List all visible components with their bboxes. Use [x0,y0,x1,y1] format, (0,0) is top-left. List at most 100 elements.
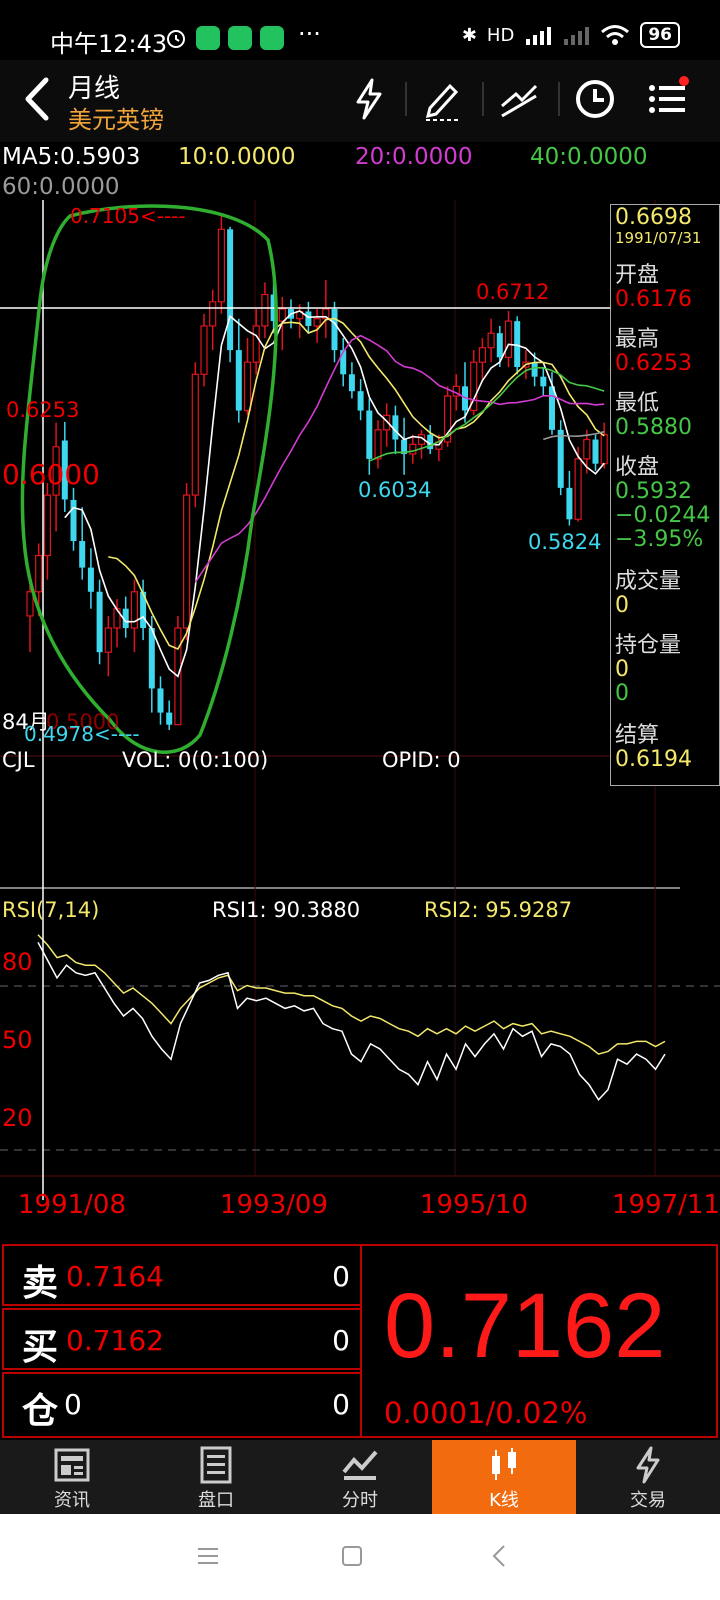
top-toolbar: 月线 美元英镑 [0,60,720,142]
candle-body [157,688,164,713]
wifi-icon [601,25,630,45]
kline-chart[interactable] [0,196,720,1228]
annotation-ellipse [20,204,278,754]
sell-row[interactable]: 卖 0.7164 0 [2,1244,360,1306]
info-volume-value: 0 [615,593,629,618]
tab-kline[interactable]: K线 [432,1440,576,1514]
shield-app-icon [196,26,220,50]
ma20-line [194,334,605,583]
clock-icon[interactable] [572,76,618,122]
ma5-line [64,310,605,678]
ma40-line [368,366,605,462]
opid-value: OPID: 0 [382,748,461,772]
ma20-value: 20:0.0000 [355,144,473,170]
tab-intraday-label: 分时 [342,1490,378,1511]
moving-average-legend: MA5:0.5903 10:0.0000 20:0.0000 40:0.0000… [0,142,720,202]
ma10-line [108,317,605,651]
price-level-label: 0.6253 [6,398,80,422]
alarm-icon [167,30,185,48]
candle-body [122,608,129,629]
candle-body [401,439,408,455]
info-open-value: 0.6176 [615,287,692,312]
candle-body [496,333,503,358]
tab-intraday[interactable]: 分时 [288,1440,432,1514]
candle-body [35,554,43,593]
recent-apps-icon[interactable] [188,1536,228,1576]
ma5-value: MA5:0.5903 [2,144,141,170]
candle-body [514,321,521,368]
indicator-lines-icon[interactable] [496,76,542,122]
crosshair-info-panel: 0.6698 1991/07/31 开盘 0.6176 最高 0.6253 最低… [610,204,720,786]
candle-body [374,429,382,460]
info-price: 0.6698 [615,205,692,230]
system-nav-bar [0,1514,720,1600]
candle-body [209,301,217,327]
candle-body [278,308,286,322]
candle-body [104,627,112,653]
position-row: 仓 0 0 [2,1372,360,1438]
info-oi-value-2: 0 [615,681,629,706]
lightning-icon[interactable] [346,76,392,122]
candle-body [305,311,312,326]
tab-news[interactable]: 资讯 [0,1440,144,1514]
info-settle-label: 结算 [615,723,660,748]
rsi-title[interactable]: RSI(7,14) [2,898,100,922]
back-arrow-icon[interactable] [18,74,58,124]
signal-hd: HD [486,24,515,46]
candle-body [557,429,564,488]
chart-period[interactable]: 月线 [68,74,121,104]
candle-body [331,309,338,351]
last-price-box: 0.7162 0.0001/0.02% [360,1244,718,1438]
candle-body [470,361,478,412]
status-time: 中午12:43 [50,30,168,58]
info-volume-label: 成交量 [615,569,682,594]
trade-icon [636,1446,660,1484]
candle-body [166,712,173,725]
last-price: 0.7162 [384,1275,666,1377]
rsi-level-20: 20 [2,1104,33,1132]
sell-qty: 0 [332,1260,350,1293]
sell-price: 0.7164 [66,1260,164,1293]
candle-body [200,325,208,375]
rsi1-value: RSI1: 90.3880 [212,898,361,922]
candle-body [243,361,252,412]
more-notifications: ··· [298,20,321,48]
position-label: 仓 [22,1391,59,1432]
battery-level: 96 [640,22,680,48]
back-icon[interactable] [480,1536,520,1576]
candle-body [592,439,599,464]
info-close-label: 收盘 [615,455,660,480]
candle-body [462,386,468,411]
wechat-icon-2 [260,26,284,50]
tab-order-book[interactable]: 盘口 [144,1440,288,1514]
candle-body [549,386,555,430]
tab-order-book-label: 盘口 [198,1490,234,1511]
swing-low-label: 0.6034 [358,478,432,502]
buy-row[interactable]: 买 0.7162 0 [2,1308,360,1370]
instrument-name[interactable]: 美元英镑 [68,106,164,134]
buy-label: 买 [22,1327,59,1368]
home-icon[interactable] [332,1536,372,1576]
candle-body [227,229,234,351]
info-change: −0.0244 [615,503,711,528]
ma60-line [543,430,605,441]
tab-kline-label: K线 [489,1490,519,1511]
candle-body [409,443,417,455]
order-book-icon [200,1446,232,1484]
candle-body [531,362,538,377]
candle-body [191,373,199,496]
cjl-label[interactable]: CJL [2,748,35,772]
info-oi-value: 0 [615,657,629,682]
candle-body [478,347,486,363]
candle-body [148,628,155,689]
candlestick-series [26,216,608,730]
info-low-value: 0.5880 [615,415,692,440]
draw-pen-icon[interactable] [420,76,466,122]
menu-list-icon[interactable] [646,76,692,122]
candle-body [504,320,513,358]
tab-trade[interactable]: 交易 [576,1440,720,1514]
candle-body [348,374,355,392]
moving-average-lines [64,310,605,678]
buy-qty: 0 [332,1324,350,1357]
bottom-tab-bar: 资讯 盘口 分时 K线 交易 [0,1440,720,1514]
